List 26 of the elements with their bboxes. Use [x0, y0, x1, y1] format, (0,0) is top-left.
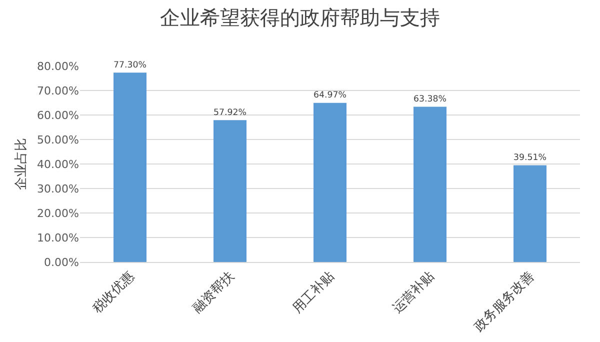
y-tick-label: 60.00%: [37, 108, 79, 122]
y-tick-label: 70.00%: [37, 84, 79, 98]
y-tick-label: 30.00%: [37, 182, 79, 196]
chart-title: 企业希望获得的政府帮助与支持: [160, 5, 440, 30]
x-tick-label: 政务服务改善: [470, 268, 538, 335]
y-axis-title: 企业占比: [14, 138, 29, 190]
data-label: 57.92%: [214, 108, 246, 118]
y-tick-label: 20.00%: [37, 206, 79, 220]
x-tick-label: 税收优惠: [90, 268, 138, 316]
x-tick-label: 融资帮扶: [190, 268, 238, 316]
bar: [114, 72, 146, 262]
y-tick-label: 50.00%: [37, 133, 79, 146]
bar: [214, 120, 246, 262]
data-label: 39.51%: [514, 153, 546, 164]
data-label: 77.30%: [114, 60, 146, 70]
bar: [514, 165, 546, 262]
y-tick-label: 40.00%: [37, 158, 79, 171]
y-tick-label: 0.00%: [44, 256, 79, 269]
bar: [314, 102, 346, 262]
y-tick-label: 80.00%: [37, 60, 79, 73]
bar: [414, 106, 446, 262]
x-tick-label: 用工补贴: [290, 268, 338, 316]
data-label: 64.97%: [314, 90, 346, 101]
x-tick-label: 运营补贴: [390, 268, 438, 316]
data-label: 63.38%: [414, 94, 446, 105]
y-tick-label: 10.00%: [37, 231, 79, 244]
